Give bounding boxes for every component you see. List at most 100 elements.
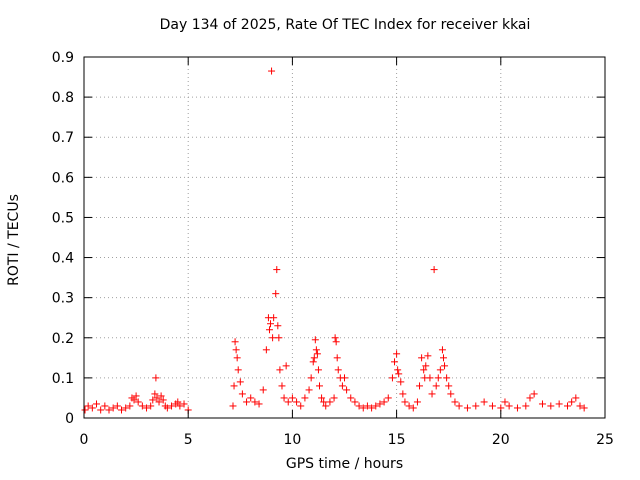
x-tick-label: 15 [388,432,406,448]
data-point [424,352,432,360]
data-point [422,362,430,370]
data-point [180,400,188,408]
data-point [355,402,363,410]
data-point [153,394,161,402]
data-point [93,400,101,408]
data-point [268,67,276,75]
data-point [439,354,447,362]
data-point [81,406,89,414]
plot-frame [83,56,606,419]
data-point [293,398,301,406]
data-point [247,394,255,402]
data-point [275,334,283,342]
data-point [267,320,275,328]
data-point [384,394,392,402]
x-tick-label: 20 [492,432,510,448]
data-point [255,400,263,408]
data-point [159,396,167,404]
data-point [445,382,453,390]
data-point [338,382,346,390]
data-point [368,404,376,412]
data-point [413,398,421,406]
y-tick-label: 0.3 [52,291,74,307]
data-point [555,400,563,408]
y-tick-label: 0.5 [52,210,74,226]
data-point [132,392,140,400]
data-point [347,394,355,402]
data-point [309,358,317,366]
data-point [405,402,413,410]
x-tick-label: 5 [184,432,193,448]
data-point [359,404,367,412]
data-point [395,370,403,378]
data-point [282,362,290,370]
data-point [318,394,326,402]
data-point [315,382,323,390]
data-point [276,366,284,374]
data-point [262,346,270,354]
data-point [149,396,157,404]
y-tick-label: 0.1 [52,371,74,387]
data-point [274,322,282,330]
data-point [572,394,580,402]
data-point [101,402,109,410]
y-tick-label: 0.8 [52,90,74,106]
data-point [288,394,296,402]
data-point [326,398,334,406]
data-point [443,374,451,382]
data-point [174,398,182,406]
data-point [305,386,313,394]
grid-lines [84,57,605,418]
data-point [388,374,396,382]
data-point [118,406,126,414]
data-point [418,354,426,362]
data-point [432,382,440,390]
data-points [81,67,588,414]
data-point [310,354,318,362]
data-point [530,390,538,398]
data-point [576,402,584,410]
data-point [401,398,409,406]
data-point [251,398,259,406]
data-point [259,386,267,394]
data-point [126,402,134,410]
data-point [331,334,339,342]
y-tick-label: 0.4 [52,251,74,267]
data-point [233,354,241,362]
x-tick-label: 10 [283,432,301,448]
data-point [269,334,277,342]
data-point [438,346,446,354]
data-point [472,402,480,410]
data-point [333,354,341,362]
data-point [447,390,455,398]
data-point [399,390,407,398]
data-point [280,394,288,402]
data-point [157,392,165,400]
y-tick-label: 0.9 [52,50,74,66]
data-point [426,374,434,382]
data-point [391,358,399,366]
data-point [270,314,278,322]
data-point [563,402,571,410]
data-point [441,362,449,370]
data-point [230,382,238,390]
data-point [151,390,159,398]
data-point [409,404,417,412]
data-point [122,404,130,412]
data-point [436,366,444,374]
data-point [278,382,286,390]
data-point [84,402,92,410]
data-point [312,346,320,354]
data-point [434,374,442,382]
data-point [113,402,121,410]
y-tick-label: 0.6 [52,170,74,186]
data-point [428,390,436,398]
data-point [138,402,146,410]
data-point [143,404,151,412]
data-point [334,366,342,374]
data-point [394,366,402,374]
data-point [330,394,338,402]
data-point [380,398,388,406]
data-point [393,350,401,358]
